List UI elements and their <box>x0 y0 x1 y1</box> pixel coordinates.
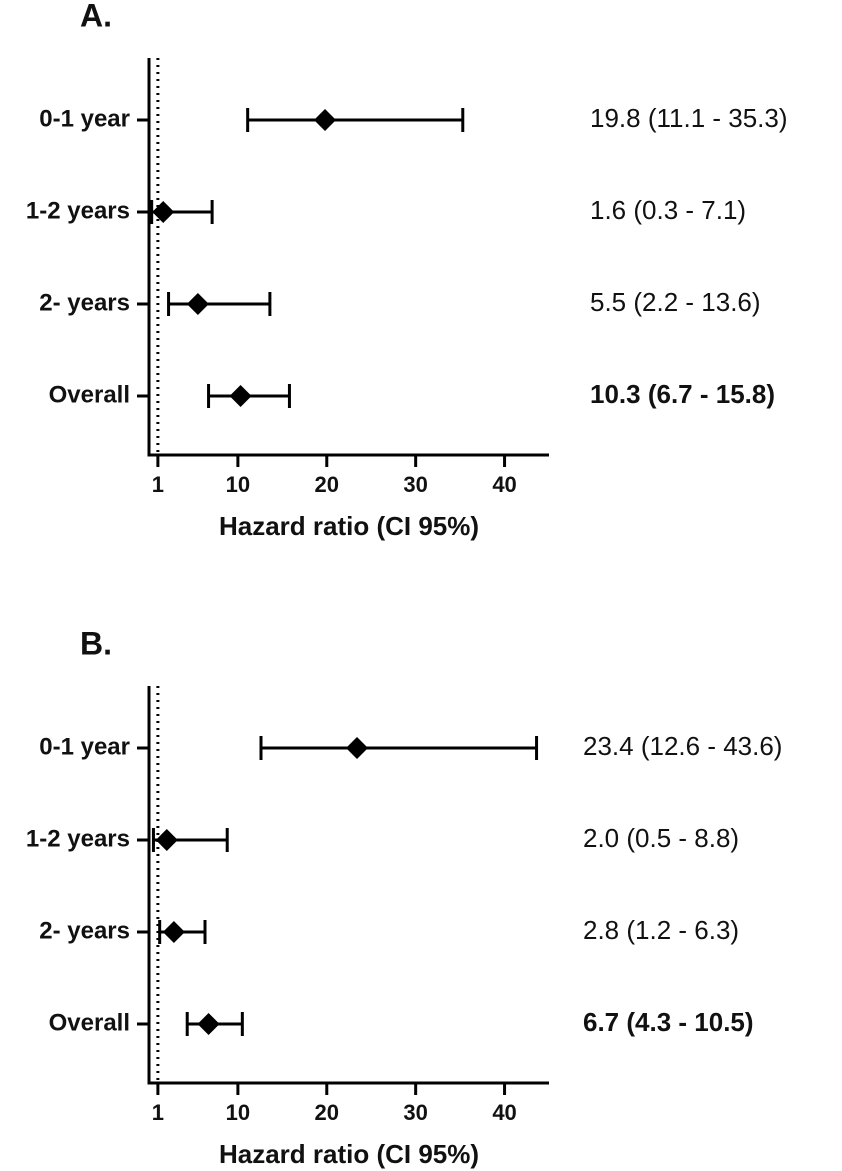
category-label: 0-1 year <box>39 733 130 760</box>
x-tick-label: 30 <box>403 472 427 497</box>
estimate-marker <box>152 201 175 223</box>
value-label: 6.7 (4.3 - 10.5) <box>583 1007 754 1037</box>
x-axis-label: Hazard ratio (CI 95%) <box>219 511 479 541</box>
category-label: 1-2 years <box>26 197 130 224</box>
value-label: 19.8 (11.1 - 35.3) <box>590 103 788 133</box>
x-tick-label: 20 <box>315 1100 339 1125</box>
value-label: 10.3 (6.7 - 15.8) <box>590 379 775 409</box>
estimate-marker <box>229 385 252 407</box>
x-tick-label: 10 <box>226 1100 250 1125</box>
category-label: 1-2 years <box>26 825 130 852</box>
estimate-marker <box>314 109 336 131</box>
x-tick-label: 1 <box>152 1100 164 1125</box>
estimate-marker <box>197 1013 220 1035</box>
value-label: 5.5 (2.2 - 13.6) <box>590 287 761 317</box>
estimate-marker <box>186 293 209 315</box>
x-tick-label: 1 <box>152 472 164 497</box>
x-tick-label: 30 <box>403 1100 427 1125</box>
category-label: 2- years <box>39 289 130 316</box>
category-label: 0-1 year <box>39 105 130 132</box>
estimate-marker <box>155 829 178 851</box>
panel-title: B. <box>80 625 112 661</box>
x-tick-label: 10 <box>226 472 250 497</box>
x-tick-label: 40 <box>492 1100 516 1125</box>
estimate-marker <box>346 737 368 759</box>
category-label: Overall <box>49 1009 130 1036</box>
category-label: 2- years <box>39 917 130 944</box>
x-axis-label: Hazard ratio (CI 95%) <box>219 1139 479 1169</box>
value-label: 23.4 (12.6 - 43.6) <box>583 731 782 761</box>
value-label: 2.8 (1.2 - 6.3) <box>583 915 739 945</box>
value-label: 2.0 (0.5 - 8.8) <box>583 823 739 853</box>
x-tick-label: 20 <box>315 472 339 497</box>
x-tick-label: 40 <box>492 472 516 497</box>
category-label: Overall <box>49 381 130 408</box>
panel-title: A. <box>80 0 112 33</box>
value-label: 1.6 (0.3 - 7.1) <box>590 195 746 225</box>
estimate-marker <box>162 921 185 943</box>
